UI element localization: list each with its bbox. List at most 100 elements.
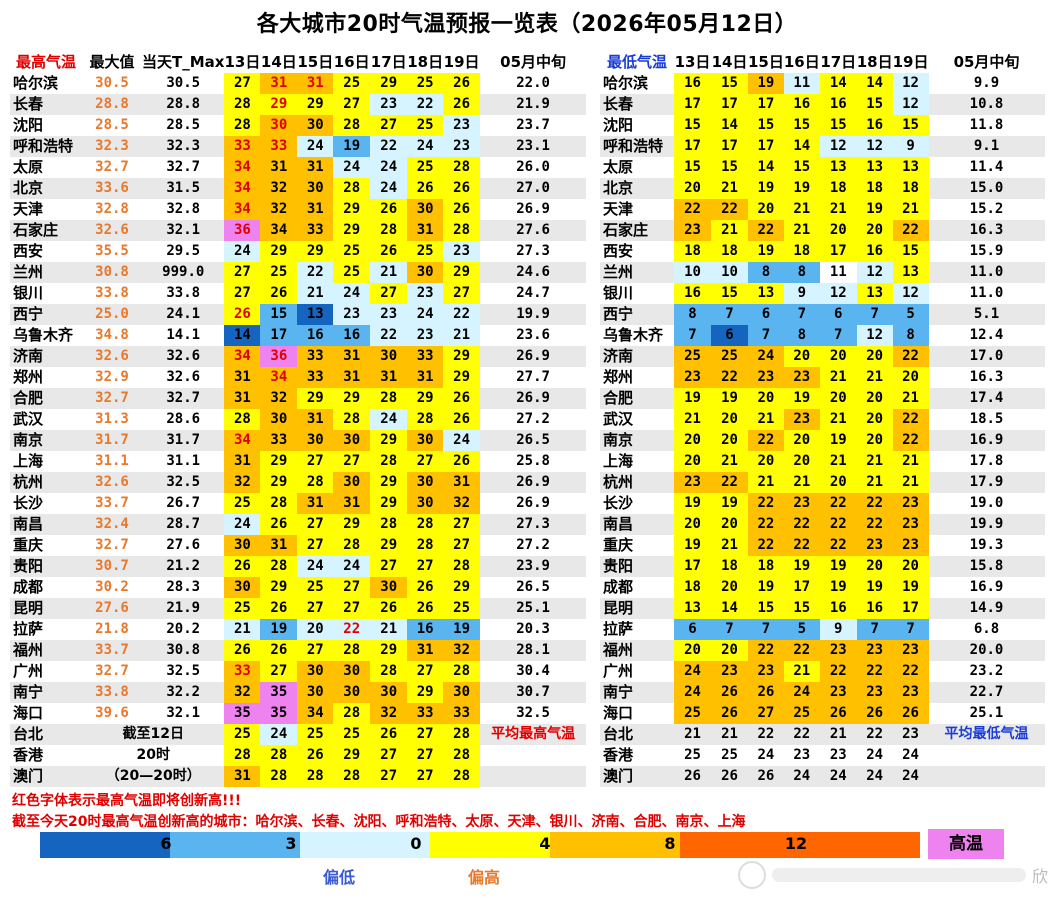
forecast-cell: 18	[783, 241, 820, 262]
forecast-cell: 29	[297, 388, 334, 409]
high-table-row: 长春 28.8 28.8 28 29 29 27 23 22 26 21.9	[10, 94, 587, 115]
low-table-row: 南京 20 20 22 20 19 20 22 16.9	[600, 430, 1045, 451]
city-name: 重庆	[10, 535, 82, 556]
forecast-cell: 25	[674, 703, 711, 724]
forecast-cell: 34	[260, 367, 298, 388]
record-cities-text: 截至今天20时最高气温创新高的城市：哈尔滨、长春、沈阳、呼和浩特、太原、天津、银…	[12, 814, 746, 830]
max-value: 32.4	[82, 514, 142, 535]
high-table-row: 银川 33.8 33.8 27 26 21 24 27 23 27 24.7	[10, 283, 587, 304]
forecast-cell: 20	[783, 451, 820, 472]
forecast-cell: 16	[819, 598, 857, 619]
forecast-cell: 26	[819, 703, 857, 724]
ten-day-avg: 30.4	[480, 661, 587, 682]
max-value: 30.5	[82, 73, 142, 94]
max-value: 25.0	[82, 304, 142, 325]
forecast-cell: 19	[333, 136, 371, 157]
forecast-cell: 29	[333, 388, 371, 409]
forecast-cell: 34	[224, 430, 261, 451]
city-name: 香港	[10, 745, 82, 766]
forecast-cell: 15	[892, 115, 929, 136]
forecast-cell: 28	[224, 745, 261, 766]
forecast-cell: 22	[892, 409, 929, 430]
forecast-cell: 26	[443, 451, 481, 472]
max-value: 32.8	[82, 199, 142, 220]
forecast-cell: 11	[819, 262, 857, 283]
today-tmax: 31.1	[142, 451, 225, 472]
forecast-cell: 28	[260, 766, 298, 787]
forecast-cell: 27	[297, 640, 334, 661]
forecast-cell: 27	[407, 451, 444, 472]
max-value: 32.7	[82, 157, 142, 178]
forecast-cell: 21	[819, 451, 857, 472]
forecast-cell: 15	[856, 94, 893, 115]
forecast-cell: 28	[443, 724, 481, 745]
today-tmax: 24.1	[142, 304, 225, 325]
forecast-cell: 26	[711, 703, 748, 724]
forecast-cell: 19	[674, 388, 711, 409]
forecast-cell: 21	[783, 199, 820, 220]
forecast-cell: 21	[819, 367, 857, 388]
forecast-cell: 16	[856, 241, 893, 262]
forecast-cell: 26	[260, 598, 298, 619]
forecast-cell: 22	[892, 430, 929, 451]
forecast-cell: 22	[856, 514, 893, 535]
forecast-cell: 19	[856, 199, 893, 220]
ten-day-avg: 19.3	[928, 535, 1045, 556]
forecast-cell: 24	[333, 157, 371, 178]
city-name: 广州	[600, 661, 674, 682]
city-name: 太原	[10, 157, 82, 178]
forecast-cell: 20	[711, 409, 748, 430]
forecast-cell: 20	[711, 640, 748, 661]
forecast-cell: 26	[260, 283, 298, 304]
forecast-cell: 8	[748, 262, 784, 283]
forecast-cell: 21	[674, 724, 711, 745]
low-table-row: 北京 20 21 19 19 18 18 18 15.0	[600, 178, 1045, 199]
forecast-cell: 28	[370, 514, 408, 535]
forecast-cell: 25	[333, 262, 371, 283]
city-name: 北京	[600, 178, 674, 199]
ten-day-avg: 26.9	[480, 346, 587, 367]
max-value: 27.6	[82, 598, 142, 619]
low-table-row: 重庆 19 21 22 22 22 23 23 19.3	[600, 535, 1045, 556]
forecast-cell: 23	[892, 514, 929, 535]
today-tmax: 28.8	[142, 94, 225, 115]
forecast-cell: 16	[674, 73, 711, 94]
city-name: 广州	[10, 661, 82, 682]
max-value: 21.8	[82, 619, 142, 640]
forecast-cell: 30	[260, 409, 298, 430]
city-name: 长春	[600, 94, 674, 115]
today-tmax: 32.5	[142, 661, 225, 682]
today-tmax: 31.7	[142, 430, 225, 451]
forecast-cell: 19	[819, 430, 857, 451]
forecast-cell: 33	[297, 367, 334, 388]
forecast-cell: 29	[443, 262, 481, 283]
forecast-cell: 24	[333, 283, 371, 304]
forecast-cell: 23	[748, 661, 784, 682]
max-value: 32.7	[82, 535, 142, 556]
forecast-cell: 8	[783, 325, 820, 346]
ten-day-avg: 20.3	[480, 619, 587, 640]
forecast-cell: 8	[783, 262, 820, 283]
ten-day-avg: 19.9	[928, 514, 1045, 535]
ten-day-avg: 21.9	[480, 94, 587, 115]
legend-tick-label: 12	[784, 834, 808, 853]
avg-low-label: 平均最低气温	[928, 724, 1045, 745]
forecast-cell: 28	[260, 745, 298, 766]
forecast-cell: 22	[748, 724, 784, 745]
forecast-cell: 20	[856, 220, 893, 241]
ten-day-avg: 17.0	[928, 346, 1045, 367]
forecast-cell: 26	[370, 598, 408, 619]
forecast-cell: 28	[407, 535, 444, 556]
ten-day-avg	[928, 745, 1045, 766]
forecast-cell: 20	[892, 367, 929, 388]
low-table-row: 银川 16 15 13 9 12 13 12 11.0	[600, 283, 1045, 304]
legend-swatch	[680, 832, 920, 858]
today-tmax: 32.2	[142, 682, 225, 703]
forecast-cell: 28	[443, 157, 481, 178]
forecast-cell: 7	[892, 619, 929, 640]
forecast-cell: 12	[819, 283, 857, 304]
ten-day-avg: 23.2	[928, 661, 1045, 682]
low-table-row: 武汉 21 20 21 23 21 20 22 18.5	[600, 409, 1045, 430]
forecast-cell: 32	[260, 388, 298, 409]
forecast-cell: 19	[819, 556, 857, 577]
